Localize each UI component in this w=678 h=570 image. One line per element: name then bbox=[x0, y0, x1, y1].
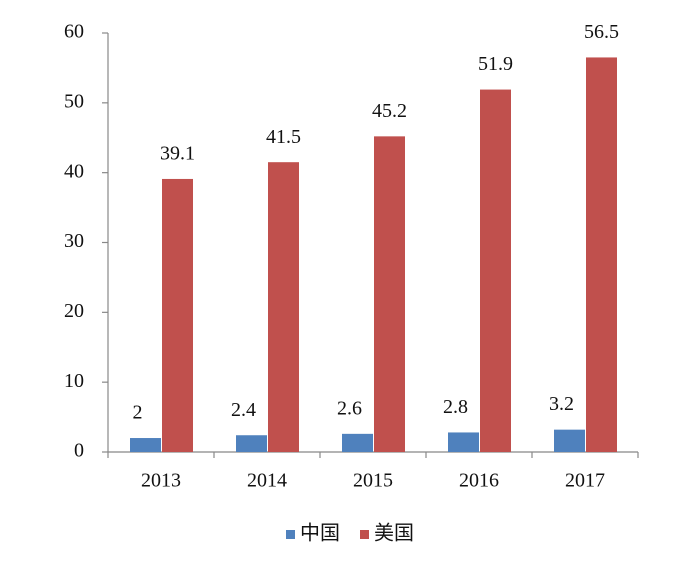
data-label: 45.2 bbox=[372, 100, 407, 122]
bar bbox=[162, 178, 193, 452]
data-label: 3.2 bbox=[549, 393, 574, 415]
y-tick-label: 0 bbox=[74, 440, 84, 462]
y-tick-label: 50 bbox=[64, 90, 84, 112]
bar bbox=[554, 429, 585, 452]
data-label: 51.9 bbox=[478, 53, 513, 75]
data-label: 2 bbox=[133, 402, 143, 424]
data-label: 56.5 bbox=[584, 21, 619, 43]
x-tick-label: 2014 bbox=[247, 470, 287, 492]
bar bbox=[342, 433, 373, 452]
bar bbox=[236, 435, 267, 452]
data-label: 2.4 bbox=[231, 399, 256, 421]
bar bbox=[448, 432, 479, 452]
legend-label: 美国 bbox=[374, 522, 414, 545]
bar bbox=[586, 57, 617, 453]
bar bbox=[268, 162, 299, 453]
legend-swatch bbox=[360, 530, 369, 539]
data-label: 2.8 bbox=[443, 396, 468, 418]
legend-label: 中国 bbox=[300, 522, 340, 545]
data-label: 41.5 bbox=[266, 126, 301, 148]
y-tick-label: 30 bbox=[64, 230, 84, 252]
y-tick-label: 40 bbox=[64, 160, 84, 182]
bar bbox=[480, 89, 511, 452]
x-tick-label: 2013 bbox=[141, 470, 181, 492]
data-label: 2.6 bbox=[337, 397, 362, 419]
data-label: 39.1 bbox=[160, 143, 195, 165]
bar bbox=[130, 438, 161, 452]
legend-swatch bbox=[286, 530, 295, 539]
x-tick-label: 2016 bbox=[459, 470, 499, 492]
y-tick-label: 20 bbox=[64, 300, 84, 322]
y-tick-label: 10 bbox=[64, 370, 84, 392]
x-tick-label: 2017 bbox=[565, 470, 605, 492]
y-tick-label: 60 bbox=[64, 21, 84, 43]
bar bbox=[374, 136, 405, 452]
x-tick-label: 2015 bbox=[353, 470, 393, 492]
